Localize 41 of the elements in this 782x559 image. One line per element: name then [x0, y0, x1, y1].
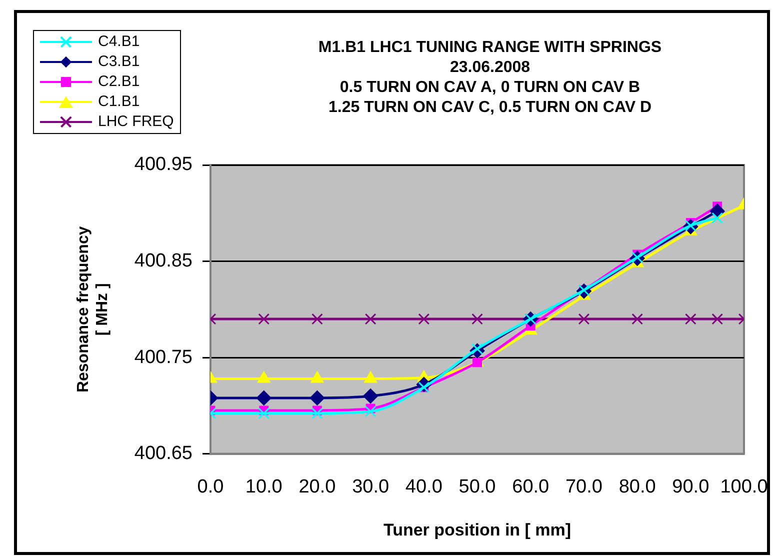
x-tick-label: 60.0 — [512, 476, 550, 498]
y-tick-label: 400.65 — [134, 443, 193, 464]
legend-label: C1.B1 — [98, 92, 140, 112]
point — [364, 313, 376, 325]
point — [310, 390, 325, 406]
point — [472, 358, 482, 368]
x-tick-label: 20.0 — [298, 476, 336, 498]
point — [578, 313, 590, 325]
point — [712, 212, 724, 224]
point — [312, 313, 323, 325]
x-tick-label: 0.0 — [197, 476, 224, 498]
legend-label: C3.B1 — [98, 52, 140, 72]
x-tick-label: 70.0 — [565, 476, 602, 498]
point — [712, 313, 724, 325]
y-tick-label: 400.75 — [134, 346, 193, 368]
x-tick-label: 10.0 — [245, 476, 282, 498]
legend-label: LHC FREQ — [98, 112, 174, 132]
point — [258, 313, 270, 325]
chart-title: M1.B1 LHC1 TUNING RANGE WITH SPRINGS — [317, 38, 663, 58]
x-tick-label: 50.0 — [458, 476, 496, 498]
point — [418, 313, 430, 325]
x-axis-title: Tuner position in [ mm] — [383, 520, 572, 540]
x-tick-label: 30.0 — [352, 476, 390, 498]
point — [684, 313, 696, 325]
x-tick-label: 100.0 — [720, 476, 768, 498]
point — [364, 406, 376, 418]
legend-label: C2.B1 — [98, 72, 140, 92]
legend-label: C4.B1 — [98, 32, 140, 52]
point — [258, 408, 270, 420]
x-tick-label: 90.0 — [672, 476, 710, 498]
point — [472, 313, 483, 325]
y-tick-label: 400.85 — [134, 250, 193, 272]
point — [256, 390, 272, 406]
y-axis-title: Resonance frequency [ MHz ] — [75, 226, 112, 393]
x-tick-label: 80.0 — [618, 476, 656, 498]
chart-subtitle: 23.06.2008 0.5 TURN ON CAV A, 0 TURN ON CAV B 1.25 TURN ON CAV C, 0.5 TURN ON CAV D — [327, 58, 652, 118]
point — [312, 408, 323, 420]
x-tick-label: 40.0 — [405, 476, 442, 498]
point — [632, 313, 644, 325]
y-tick-label: 400.95 — [134, 154, 193, 176]
point — [363, 388, 378, 404]
